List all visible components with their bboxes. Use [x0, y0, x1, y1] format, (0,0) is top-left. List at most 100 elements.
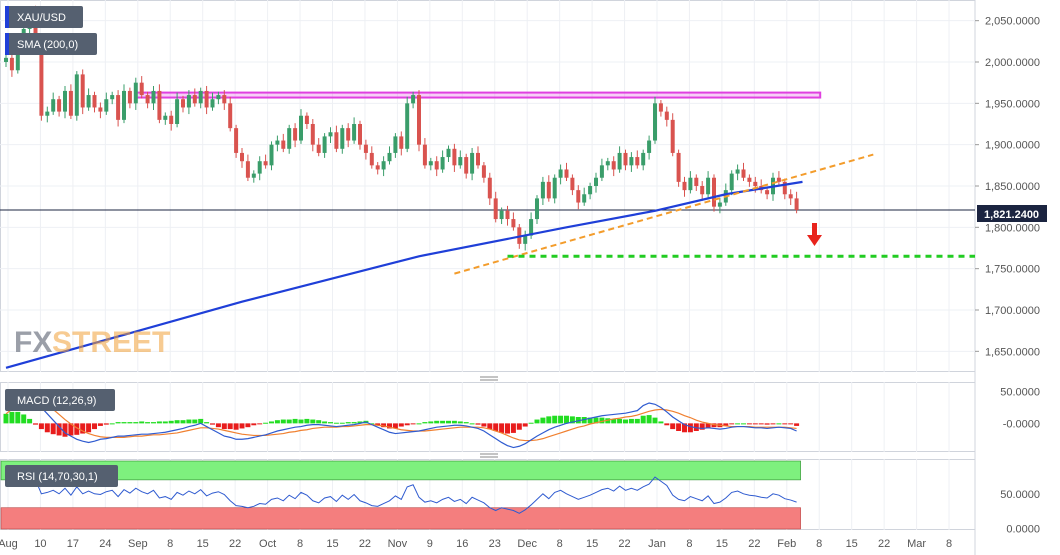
macd-histogram-bar: [351, 422, 357, 424]
symbol-legend[interactable]: XAU/USD: [5, 6, 83, 28]
x-tick-label: Oct: [259, 538, 276, 550]
ascending-trendline: [454, 153, 874, 275]
macd-histogram-bar: [298, 419, 304, 424]
candle-body: [428, 161, 433, 166]
rsi-line: [5, 472, 797, 514]
macd-histogram-bar: [505, 423, 510, 434]
rsi-legend[interactable]: RSI (14,70,30,1): [5, 465, 118, 487]
candle-body: [263, 161, 268, 166]
macd-legend[interactable]: MACD (12,26,9): [5, 389, 115, 411]
macd-histogram-bar: [546, 416, 552, 424]
candle-body: [375, 165, 380, 170]
candle-body: [700, 186, 705, 195]
macd-histogram-bar: [322, 421, 328, 424]
macd-histogram-bar: [174, 420, 180, 424]
macd-histogram-bar: [251, 423, 257, 426]
macd-histogram-bar: [540, 417, 546, 424]
macd-histogram-bar: [516, 423, 522, 430]
macd-histogram-bar: [611, 418, 617, 424]
macd-histogram-bar: [416, 423, 422, 425]
macd-histogram-bar: [693, 423, 699, 431]
x-tick-label: 10: [34, 538, 46, 550]
macd-histogram-bar: [457, 421, 463, 424]
candle-body: [411, 95, 416, 104]
macd-histogram-bar: [581, 417, 587, 424]
candle-body: [676, 152, 681, 182]
macd-histogram-bar: [687, 423, 693, 433]
candle-body: [564, 169, 569, 178]
candle-body: [245, 161, 250, 178]
macd-histogram-bar: [316, 420, 322, 424]
macd-histogram-bar: [121, 422, 127, 424]
candle-body: [546, 181, 551, 199]
macd-histogram-bar: [723, 423, 729, 426]
price-tick-label: 1,700.0000: [985, 305, 1040, 317]
candle-body: [487, 177, 492, 199]
macd-tick-label: -0.0000: [1003, 418, 1040, 430]
macd-histogram-bar: [469, 423, 475, 425]
rsi-oversold-zone: [0, 507, 801, 530]
macd-histogram-bar: [752, 423, 758, 425]
candle-body: [493, 198, 498, 220]
macd-histogram-bar: [499, 423, 505, 433]
x-tick-label: Mar: [907, 538, 926, 550]
candle-body: [387, 152, 392, 162]
macd-histogram-bar: [168, 420, 174, 424]
sma-legend[interactable]: SMA (200,0): [5, 33, 97, 55]
candle-body: [753, 181, 758, 186]
candle-body: [434, 161, 439, 170]
panel-resize-handle-rsi[interactable]: [480, 453, 498, 458]
candle-body: [776, 177, 781, 182]
macd-histogram-bar: [404, 423, 410, 426]
macd-histogram-bar: [292, 418, 298, 424]
x-tick-label: 15: [197, 538, 209, 550]
x-tick-label: 23: [489, 538, 501, 550]
candle-body: [192, 95, 197, 104]
macd-histogram-bar: [133, 422, 139, 424]
macd-histogram-bar: [705, 423, 711, 428]
macd-histogram-bar: [481, 423, 487, 427]
candle-body: [240, 152, 244, 162]
x-tick-label: 24: [99, 538, 111, 550]
candle-body: [186, 95, 191, 108]
macd-histogram-bar: [257, 423, 263, 425]
candle-body: [458, 157, 463, 166]
macd-histogram-bar: [776, 423, 782, 425]
macd-histogram-bar: [92, 423, 97, 430]
x-tick-label: Jan: [648, 538, 666, 550]
macd-histogram-bar: [764, 423, 770, 425]
macd-histogram-bar: [575, 417, 581, 424]
candle-body: [92, 95, 97, 108]
macd-histogram-bar: [56, 423, 62, 436]
macd-histogram-bar: [605, 418, 611, 424]
candle-body: [316, 144, 321, 153]
macd-histogram-bar: [38, 423, 44, 430]
candle-body: [228, 103, 233, 129]
x-tick-label: 9: [427, 538, 433, 550]
macd-histogram-bar: [357, 421, 363, 424]
x-tick-label: 22: [618, 538, 630, 550]
macd-histogram-bar: [333, 422, 339, 424]
candle-body: [470, 152, 475, 174]
panel-resize-handle-macd[interactable]: [480, 376, 498, 381]
macd-histogram-bar: [634, 418, 640, 424]
macd-histogram-bar: [587, 417, 593, 424]
macd-histogram-bar: [345, 422, 351, 424]
macd-histogram-bar: [599, 417, 605, 424]
down-arrow-icon: [807, 223, 822, 246]
macd-histogram-bar: [263, 422, 269, 424]
macd-panel: [3, 390, 800, 449]
candle-body: [499, 210, 504, 220]
resistance-zone: [134, 91, 822, 99]
candle-body: [476, 152, 480, 166]
rsi-overbought-zone: [0, 460, 801, 481]
candle-body: [287, 128, 292, 149]
candle-body: [151, 90, 156, 104]
sma-200-line: [5, 180, 803, 369]
candle-body: [717, 202, 722, 207]
macd-histogram-bar: [280, 419, 286, 424]
macd-histogram-bar: [552, 415, 558, 424]
macd-histogram-bar: [788, 423, 794, 425]
candle-body: [765, 190, 770, 195]
candle-body: [80, 74, 85, 108]
